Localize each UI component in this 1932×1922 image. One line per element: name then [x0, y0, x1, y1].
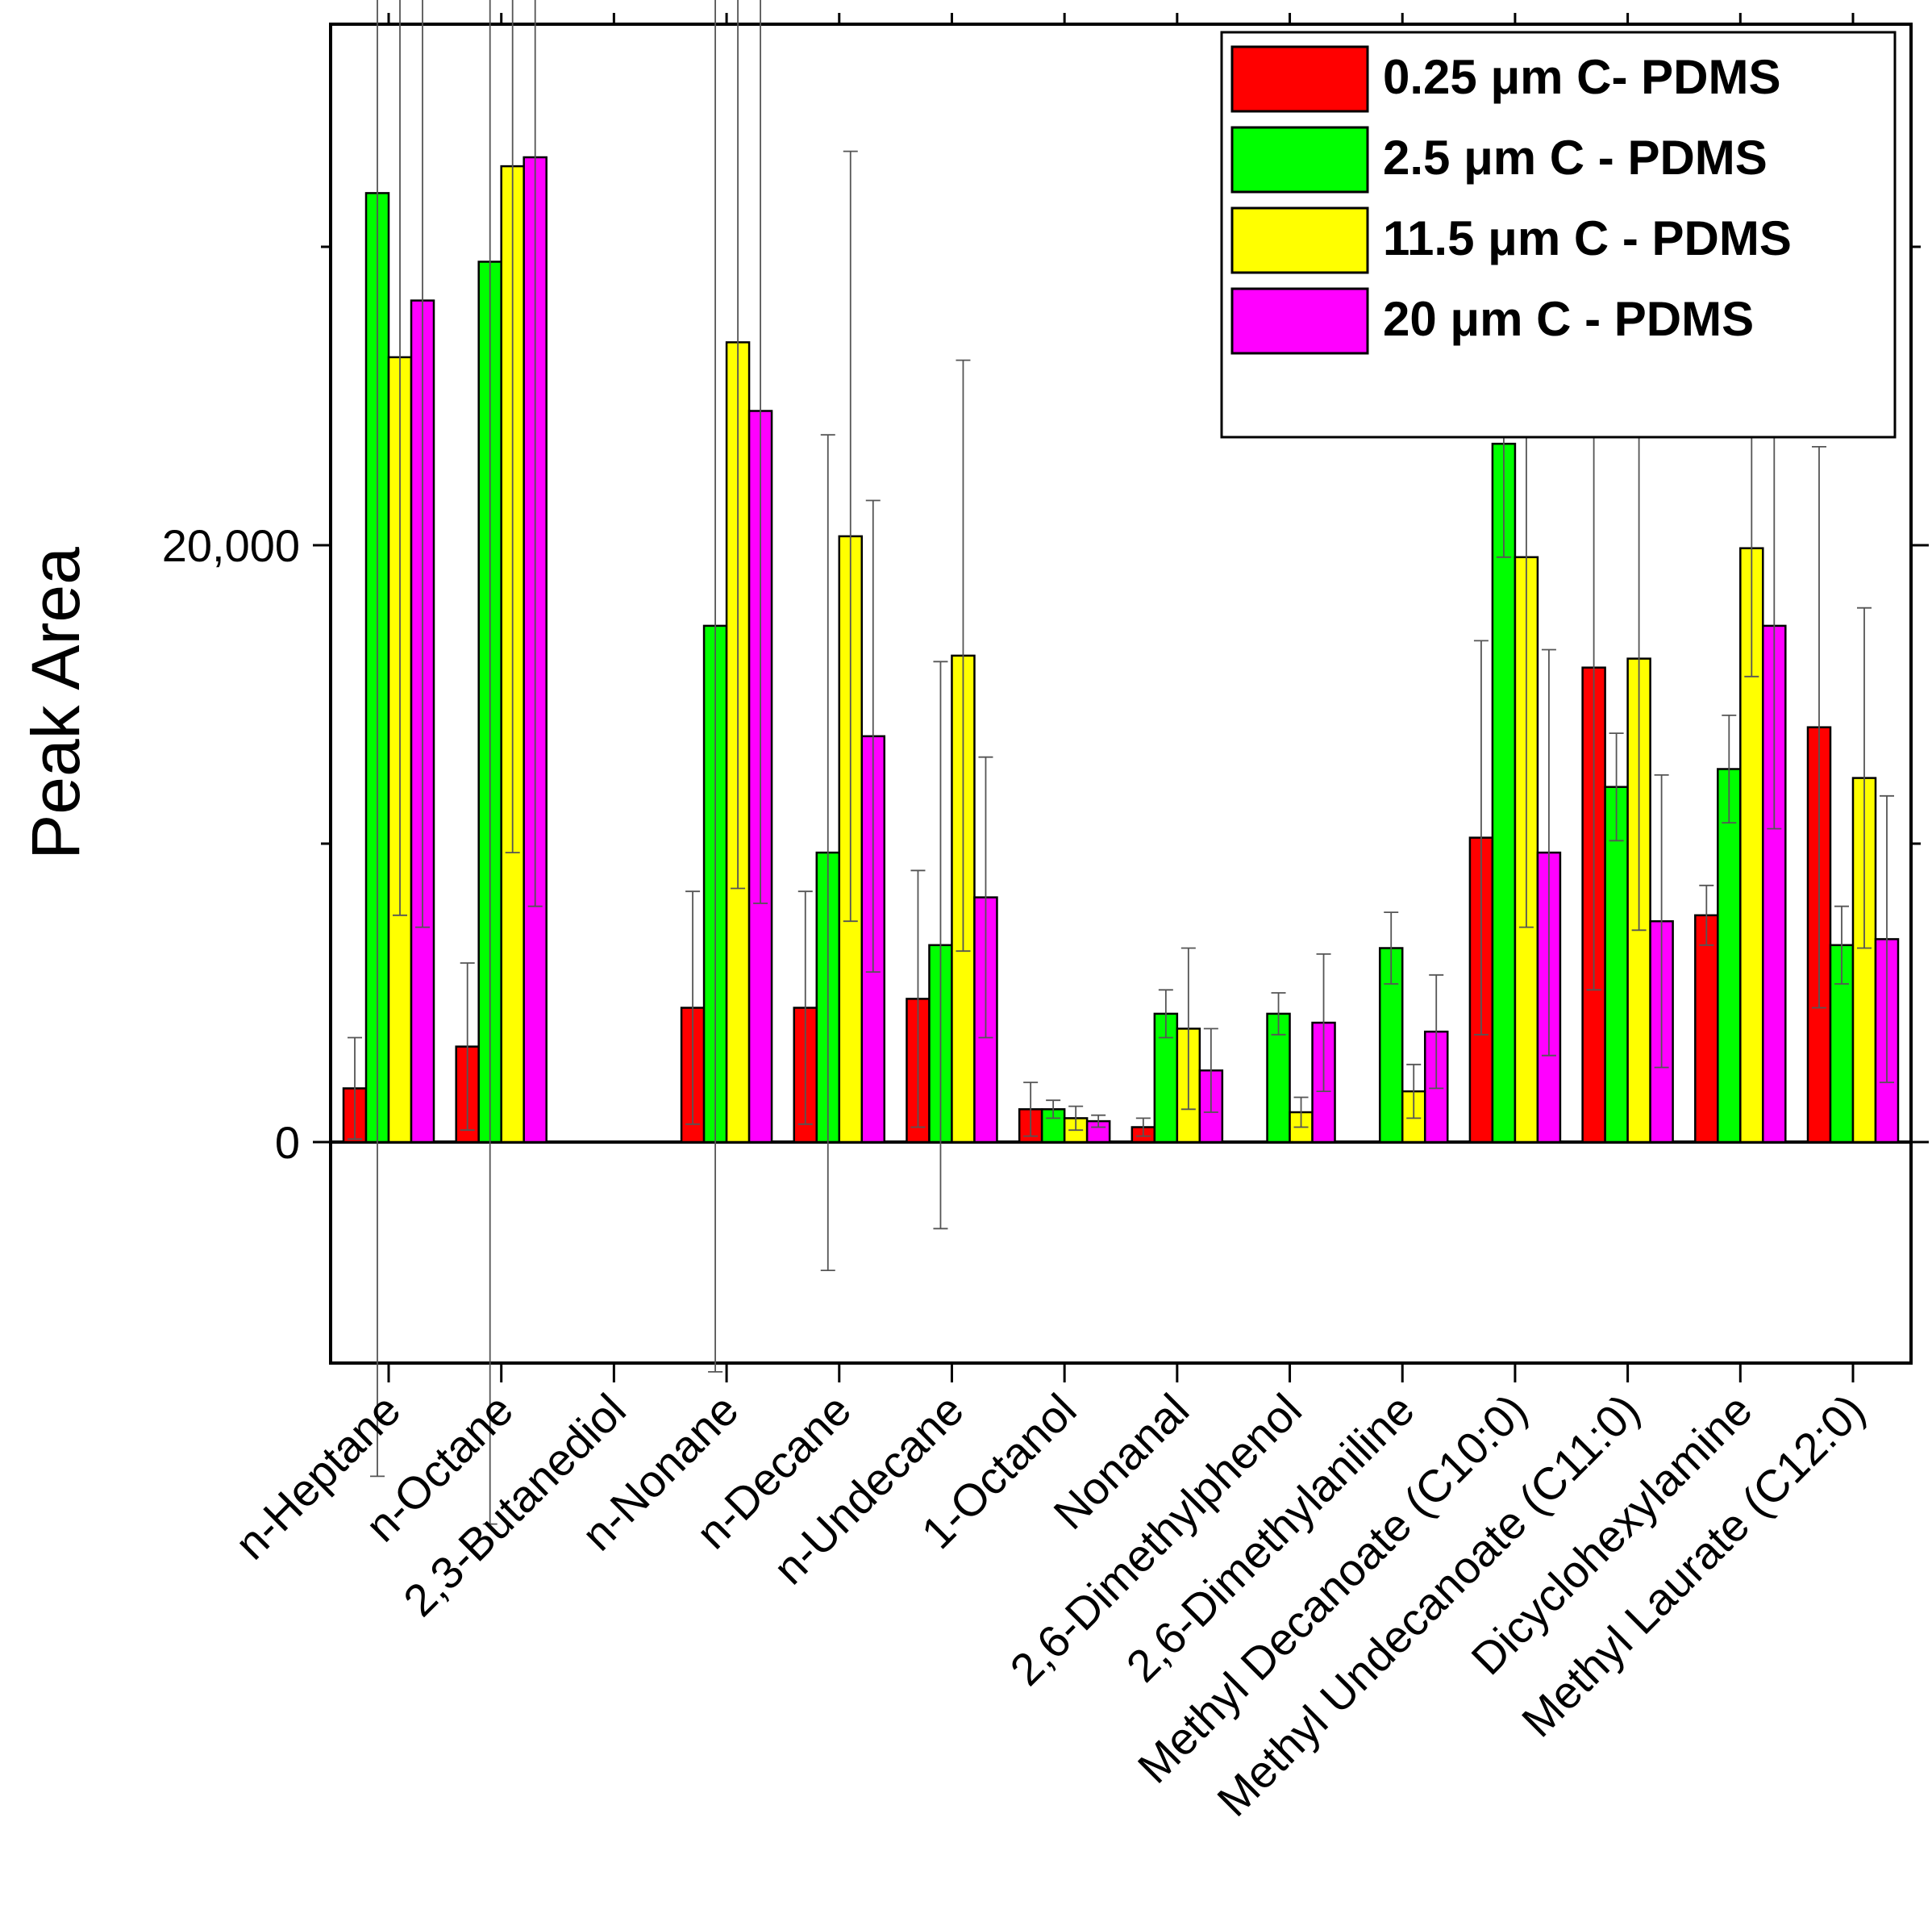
- error-bars: [348, 0, 1894, 1525]
- error-bar: [460, 962, 475, 1132]
- legend-item: 20 μm C - PDMS: [1230, 287, 1754, 355]
- error-bar: [370, 0, 385, 1478]
- error-bar: [910, 869, 926, 1128]
- error-bar: [978, 756, 993, 1039]
- error-bar: [708, 0, 723, 1373]
- error-bar: [1812, 446, 1826, 1009]
- bar: [1491, 442, 1517, 1144]
- error-bar: [527, 0, 543, 907]
- legend-swatch: [1230, 126, 1369, 194]
- legend-swatch: [1230, 287, 1369, 355]
- error-bar: [1293, 1096, 1309, 1128]
- error-bar: [1699, 884, 1714, 946]
- error-bar: [505, 0, 520, 853]
- error-bar: [1316, 953, 1331, 1092]
- error-bar: [1609, 732, 1624, 842]
- error-bar: [1834, 905, 1849, 985]
- bar: [1198, 1069, 1224, 1144]
- error-bar: [1880, 794, 1894, 1083]
- error-bar: [1068, 1105, 1084, 1132]
- axes: [313, 13, 1929, 1382]
- error-bar: [865, 499, 881, 973]
- legend-label: 11.5 μm C - PDMS: [1383, 211, 1792, 265]
- legend-label: 20 μm C - PDMS: [1383, 292, 1754, 346]
- y-tick-labels: 020,00040,00060,000: [162, 520, 300, 1168]
- error-bar: [1473, 640, 1489, 1036]
- legend-item: 2.5 μm C - PDMS: [1230, 126, 1768, 194]
- error-bar: [731, 0, 746, 890]
- legend-swatch: [1230, 206, 1369, 274]
- error-bar: [1203, 1028, 1218, 1113]
- error-bar: [820, 434, 835, 1271]
- error-bar: [933, 661, 948, 1230]
- error-bar: [1722, 715, 1737, 823]
- legend-swatch: [1230, 45, 1369, 113]
- bar: [1717, 768, 1742, 1144]
- bar: [1153, 1012, 1179, 1144]
- error-bar: [1180, 947, 1196, 1111]
- error-bar: [1158, 989, 1173, 1039]
- y-tick-label: 0: [275, 1117, 300, 1168]
- plot-area: [329, 23, 1913, 1365]
- error-bar: [1541, 648, 1556, 1057]
- error-bar: [1429, 974, 1444, 1090]
- error-bar: [797, 890, 813, 1125]
- legend-item: 11.5 μm C - PDMS: [1230, 206, 1792, 274]
- error-bar: [1654, 774, 1669, 1069]
- error-bar: [1046, 1099, 1061, 1119]
- legend: 0.25 μm C- PDMS 2.5 μm C - PDMS 11.5 μm C …: [1220, 31, 1897, 439]
- error-bar: [1135, 1117, 1151, 1137]
- error-bar: [843, 150, 858, 923]
- error-bar: [685, 890, 701, 1125]
- legend-item: 0.25 μm C- PDMS: [1230, 45, 1781, 113]
- error-bar: [348, 1036, 362, 1140]
- error-bar: [415, 0, 430, 928]
- error-bar: [956, 359, 971, 953]
- error-bar: [1406, 1063, 1422, 1119]
- error-bar: [1023, 1082, 1039, 1137]
- error-bar: [753, 0, 768, 904]
- error-bar: [393, 0, 407, 916]
- bar: [1266, 1012, 1291, 1144]
- y-axis-label: Peak Area: [18, 547, 94, 860]
- y-tick-label: 20,000: [162, 520, 300, 571]
- error-bar: [1384, 911, 1399, 985]
- bar: [1694, 914, 1719, 1144]
- error-bar: [1091, 1114, 1106, 1128]
- legend-label: 2.5 μm C - PDMS: [1383, 131, 1768, 185]
- error-bar: [482, 0, 498, 1525]
- error-bar: [1271, 992, 1286, 1036]
- legend-label: 0.25 μm C- PDMS: [1383, 50, 1781, 104]
- error-bar: [1857, 607, 1872, 949]
- plot-border: [329, 23, 1913, 1365]
- x-tick-labels: n-Heptanen-Octane2,3-Butanedioln-Nonanen…: [225, 1384, 1874, 1826]
